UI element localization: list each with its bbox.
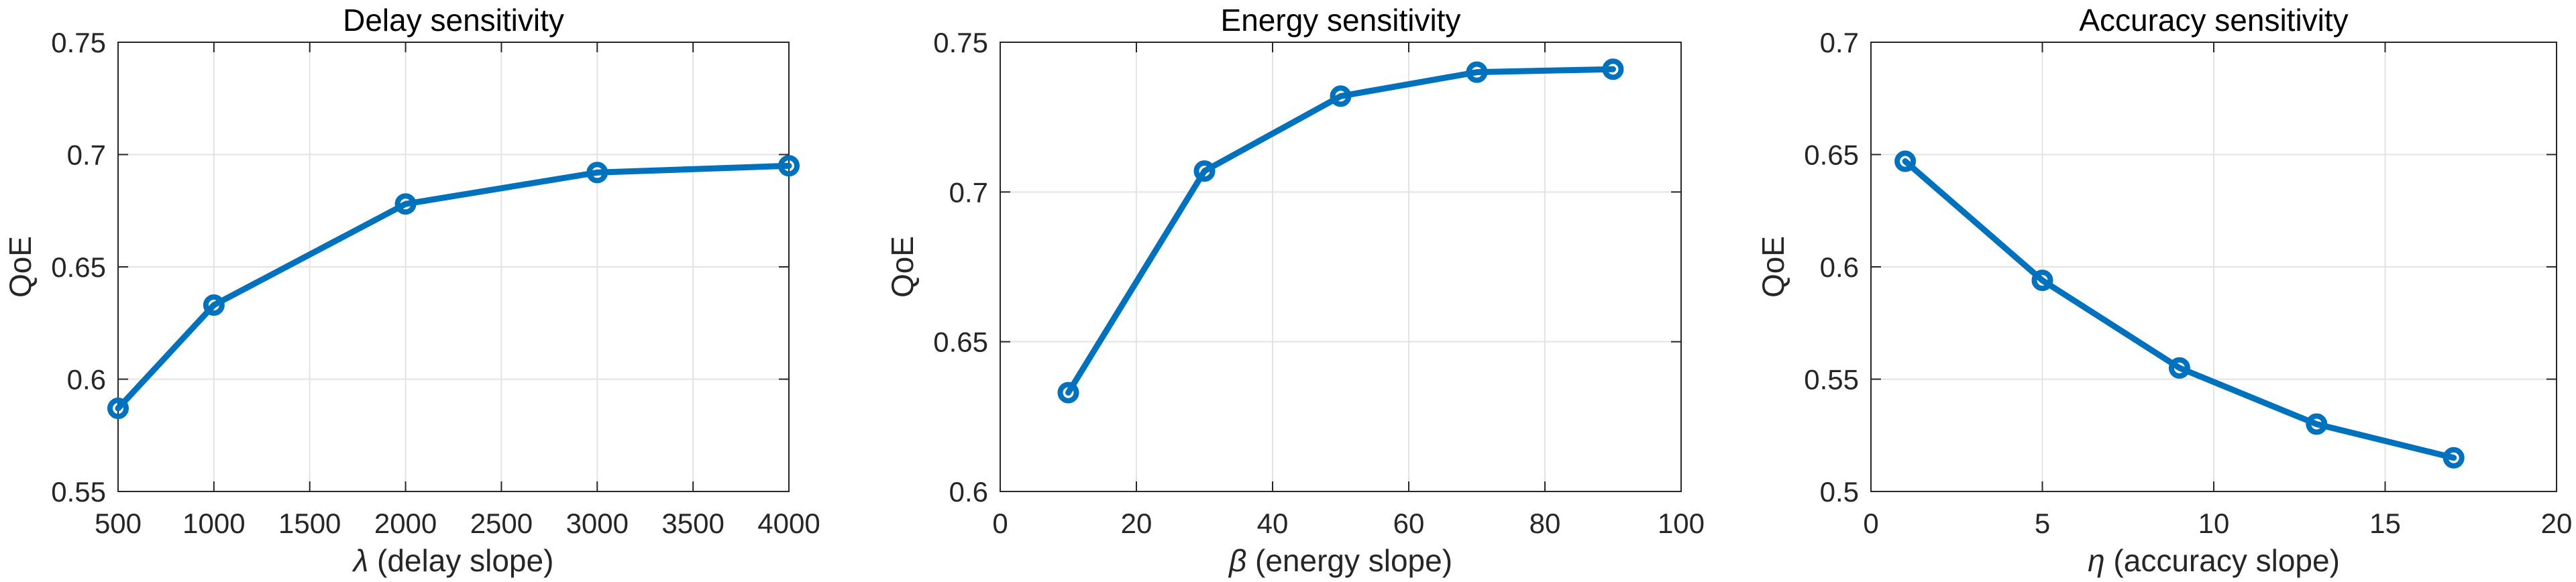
x-tick-label: 40 <box>1257 508 1289 539</box>
x-tick-label: 10 <box>2198 508 2230 539</box>
data-line <box>1065 66 1616 396</box>
y-axis-label: QoE <box>1756 236 1790 298</box>
x-tick-label: 2000 <box>374 508 437 539</box>
x-tick-label: 3000 <box>566 508 629 539</box>
x-tick-label: 500 <box>95 508 142 539</box>
x-tick-label: 80 <box>1529 508 1561 539</box>
y-tick-label: 0.7 <box>949 176 988 208</box>
delay-sensitivity-chart: 500 1000 1500 2000 2500 3000 3500 4000 0.55 0.6 0.… <box>3 3 820 578</box>
x-tick-label: 0 <box>992 508 1008 539</box>
data-point-marker <box>107 398 129 420</box>
data-point-marker <box>203 294 225 316</box>
y-tick-label: 0.55 <box>1804 364 1859 396</box>
x-tick-label: 1500 <box>278 508 341 539</box>
y-tick-label: 0.7 <box>67 139 106 171</box>
data-point-marker <box>2031 270 2053 292</box>
x-axis-label: λ (delay slope) <box>352 543 554 578</box>
x-tick-label: 4000 <box>757 508 820 539</box>
data-line <box>1902 158 2457 461</box>
y-tick-label: 0.6 <box>949 476 988 508</box>
x-tick-label: 3500 <box>661 508 724 539</box>
data-point-marker <box>2443 447 2465 469</box>
data-point-marker <box>2168 357 2190 379</box>
x-tick-label: 20 <box>2541 508 2573 539</box>
data-point-marker <box>2306 413 2328 435</box>
y-axis-label: QoE <box>885 236 920 298</box>
energy-sensitivity-chart: 0 20 40 60 80 100 0.6 0.65 0.7 0.75 Energy sensiti… <box>885 3 1705 578</box>
data-point-marker <box>394 193 417 215</box>
x-tick-label: 2500 <box>470 508 533 539</box>
data-point-marker <box>1602 58 1624 80</box>
data-point-marker <box>586 162 608 184</box>
x-tick-label: 0 <box>1863 508 1878 539</box>
x-tick-label: 20 <box>1121 508 1152 539</box>
data-point-marker <box>1057 382 1079 404</box>
data-point-marker <box>1466 61 1488 83</box>
chart-title: Energy sensitivity <box>1221 3 1461 38</box>
y-tick-label: 0.6 <box>1820 251 1859 283</box>
accuracy-sensitivity-chart: 0 5 10 15 20 0.5 0.55 0.6 0.65 0.7 Accuracy sensit… <box>1756 3 2573 578</box>
data-point-marker <box>1894 150 1917 172</box>
y-tick-label: 0.7 <box>1820 27 1859 58</box>
plot-box <box>1000 42 1682 492</box>
x-tick-label: 60 <box>1393 508 1425 539</box>
chart-title: Delay sensitivity <box>343 3 564 38</box>
x-axis-label: β (energy slope) <box>1228 543 1452 578</box>
x-tick-label: 5 <box>2035 508 2050 539</box>
y-tick-label: 0.65 <box>1804 139 1859 171</box>
y-tick-label: 0.6 <box>67 364 106 396</box>
y-tick-label: 0.55 <box>51 476 106 508</box>
data-point-marker <box>1193 160 1216 182</box>
data-point-marker <box>1330 85 1352 107</box>
y-tick-label: 0.65 <box>51 251 106 283</box>
y-tick-label: 0.75 <box>51 27 106 58</box>
chart-title: Accuracy sensitivity <box>2079 3 2348 38</box>
x-tick-label: 15 <box>2369 508 2401 539</box>
y-tick-label: 0.65 <box>933 327 988 358</box>
x-axis-label: η (accuracy slope) <box>2088 543 2340 578</box>
y-tick-label: 0.75 <box>933 27 988 58</box>
data-point-marker <box>778 155 800 177</box>
y-axis-label: QoE <box>3 236 38 298</box>
data-line <box>115 162 792 412</box>
x-tick-label: 100 <box>1658 508 1705 539</box>
x-tick-label: 1000 <box>182 508 245 539</box>
plot-area <box>1000 42 1681 491</box>
y-tick-label: 0.5 <box>1820 476 1859 508</box>
